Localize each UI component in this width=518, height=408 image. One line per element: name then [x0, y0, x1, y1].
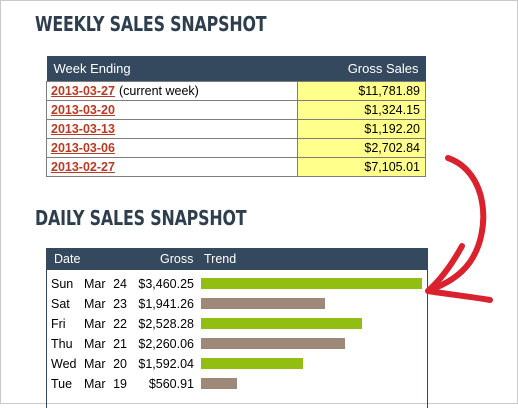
- day-cell: Tue: [51, 377, 73, 391]
- gross-sales-header: Gross Sales: [297, 56, 426, 82]
- date-cell: 22: [113, 317, 127, 331]
- date-cell: 21: [113, 337, 127, 351]
- day-cell: Fri: [51, 317, 66, 331]
- week-link[interactable]: 2013-03-20: [51, 103, 115, 117]
- weekly-heading: WEEKLY SALES SNAPSHOT: [35, 12, 267, 36]
- trend-bar: [201, 318, 362, 329]
- week-ending-cell: 2013-03-27 (current week): [46, 81, 298, 101]
- weekly-header-row: Week Ending Gross Sales: [46, 56, 426, 82]
- gross-cell: $2,260.06: [138, 337, 194, 351]
- gross-cell: $560.91: [148, 377, 194, 391]
- gross-cell: $1,941.26: [138, 297, 194, 311]
- month-cell: Mar: [84, 277, 106, 291]
- gross-cell: $1,592.04: [138, 357, 194, 371]
- week-link[interactable]: 2013-02-27: [51, 160, 115, 174]
- gross-sales-cell: $1,192.20: [297, 119, 426, 139]
- trend-bar: [201, 358, 303, 369]
- gross-sales-cell: $2,702.84: [297, 138, 426, 158]
- week-link[interactable]: 2013-03-13: [51, 122, 115, 136]
- curved-arrow-icon: [425, 155, 493, 303]
- date-cell: 24: [113, 277, 127, 291]
- month-cell: Mar: [84, 377, 106, 391]
- week-link[interactable]: 2013-03-06: [51, 141, 115, 155]
- daily-header-row: Date Gross Trend: [47, 248, 427, 270]
- gross-header: Gross: [160, 252, 194, 266]
- daily-row: Sun Mar 24 $3,460.25: [47, 274, 427, 294]
- daily-row: Sat Mar 23 $1,941.26: [47, 294, 427, 314]
- gross-sales-cell: $1,324.15: [297, 100, 426, 120]
- trend-bar: [201, 298, 325, 309]
- week-ending-cell: 2013-02-27: [46, 157, 298, 177]
- day-cell: Thu: [51, 337, 73, 351]
- weekly-row: 2013-03-06 $2,702.84: [46, 138, 426, 158]
- weekly-sales-table: Week Ending Gross Sales 2013-03-27 (curre…: [46, 56, 426, 177]
- weekly-row: 2013-03-13 $1,192.20: [46, 119, 426, 139]
- trend-bar: [201, 338, 345, 349]
- date-cell: 23: [113, 297, 127, 311]
- week-ending-header: Week Ending: [46, 56, 298, 82]
- weekly-row: 2013-03-27 (current week) $11,781.89: [46, 81, 426, 101]
- day-cell: Sat: [51, 297, 70, 311]
- week-ending-cell: 2013-03-20: [46, 100, 298, 120]
- day-cell: Wed: [51, 357, 77, 371]
- daily-sales-table: Date Gross Trend Sun Mar 24 $3,460.25 Sat Mar…: [46, 248, 428, 408]
- daily-heading: DAILY SALES SNAPSHOT: [35, 206, 247, 230]
- gross-sales-cell: $7,105.01: [297, 157, 426, 177]
- current-week-note: (current week): [118, 84, 199, 98]
- week-ending-cell: 2013-03-13: [46, 119, 298, 139]
- trend-bar: [201, 378, 237, 389]
- weekly-row: 2013-02-27 $7,105.01: [46, 157, 426, 177]
- date-cell: 19: [113, 377, 127, 391]
- daily-row: Fri Mar 22 $2,528.28: [47, 314, 427, 334]
- daily-row: Thu Mar 21 $2,260.06: [47, 334, 427, 354]
- gross-cell: $3,460.25: [138, 277, 194, 291]
- date-cell: 20: [113, 357, 127, 371]
- daily-row: Wed Mar 20 $1,592.04: [47, 354, 427, 374]
- month-cell: Mar: [84, 337, 106, 351]
- gross-cell: $2,528.28: [138, 317, 194, 331]
- week-ending-cell: 2013-03-06: [46, 138, 298, 158]
- day-cell: Sun: [51, 277, 74, 291]
- weekly-row: 2013-03-20 $1,324.15: [46, 100, 426, 120]
- daily-row: Tue Mar 19 $560.91: [47, 374, 427, 394]
- trend-header: Trend: [204, 252, 237, 266]
- month-cell: Mar: [84, 317, 106, 331]
- month-cell: Mar: [84, 357, 106, 371]
- gross-sales-cell: $11,781.89: [297, 81, 426, 101]
- month-cell: Mar: [84, 297, 106, 311]
- week-link[interactable]: 2013-03-27: [51, 84, 115, 98]
- trend-bar: [201, 278, 422, 289]
- date-header: Date: [54, 252, 81, 266]
